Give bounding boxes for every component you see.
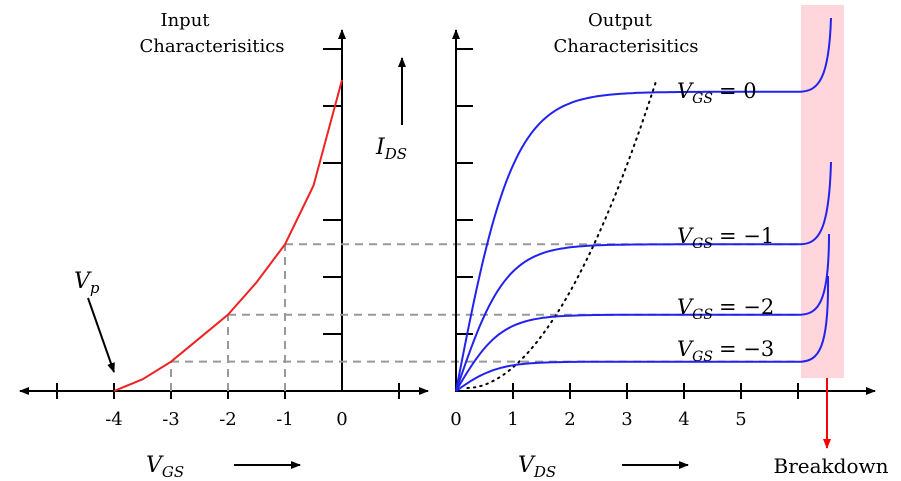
vgs-label-sub: GS [162, 463, 184, 481]
vgs-label-base: V [146, 453, 164, 478]
series-label-base: V [677, 224, 694, 248]
breakdown-label: Breakdown [774, 454, 889, 478]
output-curve [455, 275, 830, 392]
input-title-line-1: Input [160, 10, 210, 31]
output-x-tick-label: 2 [564, 409, 575, 430]
pinch-off-label: Vp [74, 269, 100, 297]
output-x-tick-label: 1 [507, 409, 518, 430]
input-x-tick-label: -3 [162, 409, 180, 430]
series-label: VGS = −1 [677, 224, 774, 252]
series-label-value: = −3 [719, 337, 774, 361]
input-x-tick-label: -2 [219, 409, 237, 430]
vp-label-sub: p [90, 279, 100, 297]
vds-label-sub: DS [533, 463, 556, 481]
input-x-axis-label: VGS [146, 453, 184, 481]
series-label-base: V [677, 295, 694, 319]
input-panel: Input Characterisitics -4 -3 -2 -1 0 VGS IDS… [19, 10, 800, 481]
output-x-tick-label: 0 [450, 409, 461, 430]
series-label: VGS = −2 [677, 295, 774, 323]
input-y-axis-label: IDS [375, 135, 407, 163]
series-label-sub: GS [692, 349, 713, 365]
series-label-value: = −1 [719, 224, 774, 248]
output-tick-labels: 0 1 2 3 4 5 [450, 409, 746, 430]
output-curves [455, 17, 832, 392]
input-tick-labels: -4 -3 -2 -1 0 [105, 409, 348, 430]
input-x-tick-label: 0 [336, 409, 347, 430]
input-y-ticks [323, 48, 342, 335]
series-label-base: V [677, 337, 694, 361]
output-title-line-1: Output [588, 10, 653, 31]
series-label-base: V [677, 79, 694, 103]
output-curve [455, 17, 832, 392]
output-y-ticks [456, 48, 473, 335]
input-transfer-curve [113, 79, 343, 392]
series-label-sub: GS [692, 91, 713, 107]
breakdown-band [801, 5, 844, 378]
series-label: VGS = 0 [677, 79, 757, 107]
output-x-axis-label: VDS [518, 453, 556, 481]
pinch-off-locus [466, 82, 657, 389]
series-label-sub: GS [692, 307, 713, 323]
series-label-value: = 0 [719, 79, 757, 103]
input-x-tick-label: -1 [276, 409, 294, 430]
output-x-tick-label: 3 [621, 409, 632, 430]
output-curve [455, 233, 830, 392]
output-curve [455, 161, 832, 392]
input-title-line-2: Characterisitics [139, 36, 284, 57]
input-x-tick-label: -4 [105, 409, 123, 430]
ids-label-sub: DS [384, 145, 407, 163]
output-x-tick-label: 5 [735, 409, 746, 430]
series-label-value: = −2 [719, 295, 774, 319]
vds-label-base: V [518, 453, 536, 478]
output-x-ticks [512, 383, 799, 399]
series-label-sub: GS [692, 236, 713, 252]
output-x-tick-label: 4 [678, 409, 689, 430]
ids-label-base: I [375, 135, 386, 160]
output-title-line-2: Characterisitics [553, 36, 698, 57]
vp-label-base: V [74, 269, 92, 294]
pinch-off-arrow [87, 297, 115, 373]
series-label: VGS = −3 [677, 337, 774, 365]
